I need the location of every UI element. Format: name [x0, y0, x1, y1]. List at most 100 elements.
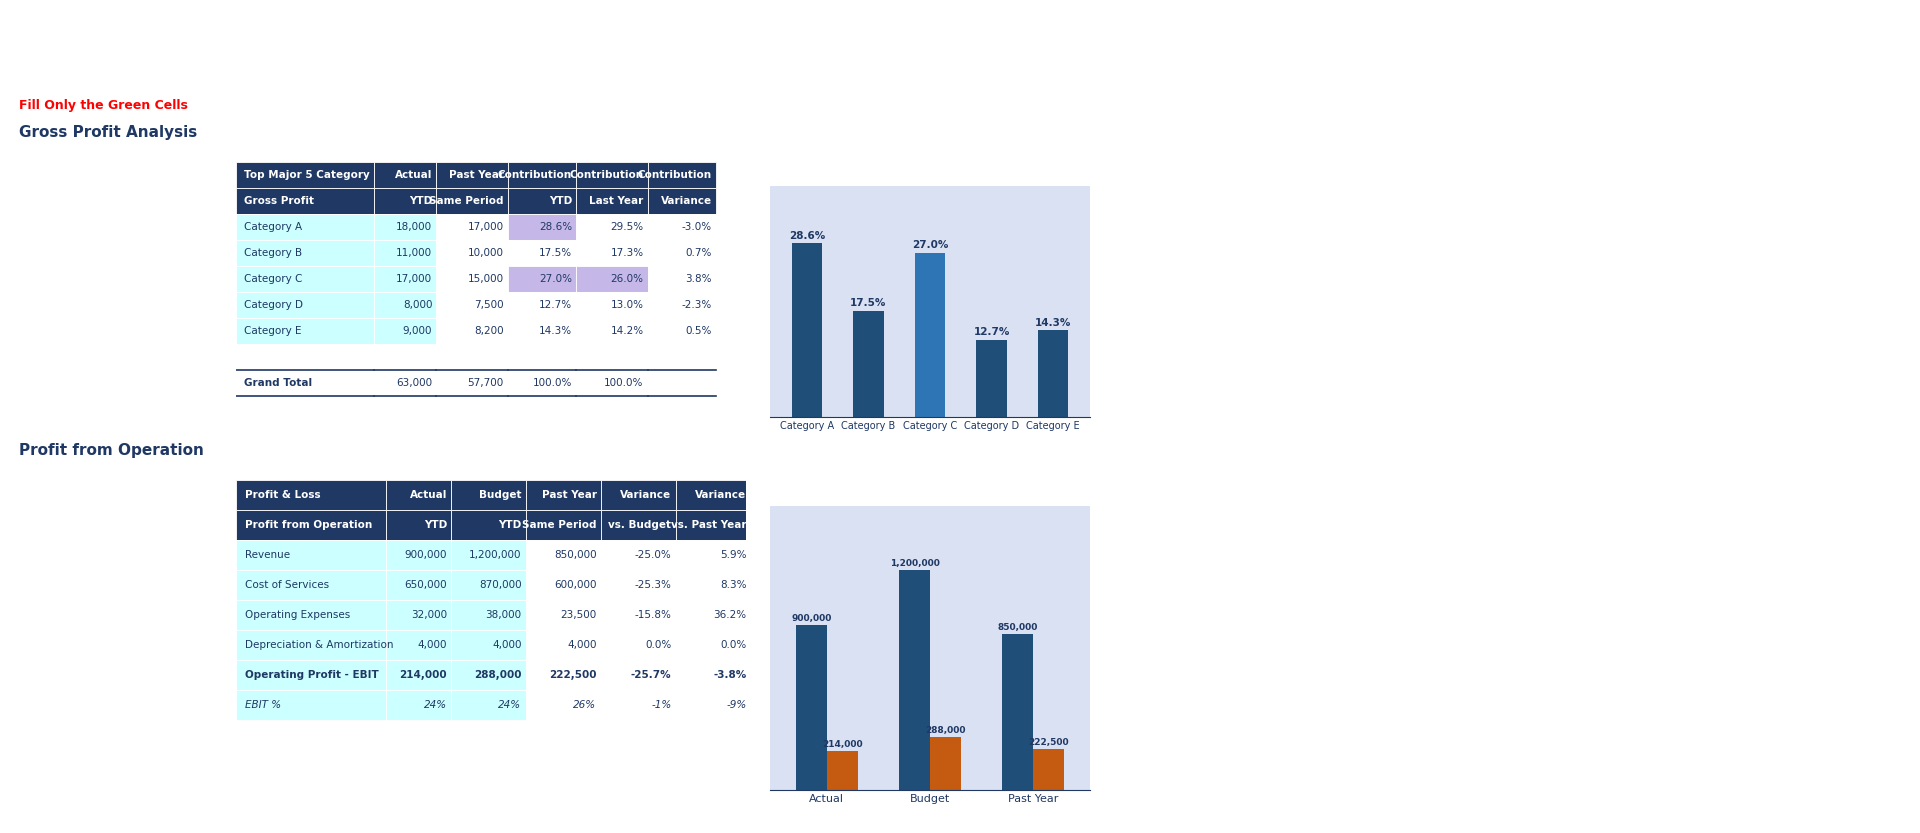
Text: 8,000: 8,000: [403, 300, 432, 310]
Bar: [436, 214, 509, 240]
Text: 0.7%: 0.7%: [685, 248, 712, 258]
Text: 222,500: 222,500: [549, 670, 597, 680]
Text: 24%: 24%: [424, 700, 447, 710]
Text: 850,000: 850,000: [998, 623, 1039, 632]
Text: 3.8%: 3.8%: [685, 274, 712, 284]
Bar: [386, 690, 451, 720]
Text: Last Year: Last Year: [589, 196, 643, 206]
Bar: [576, 266, 649, 292]
Bar: [676, 660, 751, 690]
Bar: [236, 370, 374, 396]
Bar: [576, 240, 649, 266]
Text: Top Major 5 Category: Top Major 5 Category: [244, 170, 371, 180]
Bar: [601, 660, 676, 690]
Text: Past Year: Past Year: [541, 490, 597, 500]
Bar: [676, 510, 751, 540]
Bar: [795, 625, 828, 790]
Bar: [509, 188, 576, 214]
Bar: [649, 240, 716, 266]
Bar: [929, 737, 962, 790]
Bar: [649, 318, 716, 344]
Text: 8.3%: 8.3%: [720, 580, 747, 590]
Bar: [451, 660, 526, 690]
Bar: [236, 690, 386, 720]
Bar: [509, 318, 576, 344]
Bar: [374, 188, 436, 214]
Bar: [1002, 634, 1033, 790]
Bar: [649, 370, 716, 396]
Bar: [374, 266, 436, 292]
Bar: [676, 690, 751, 720]
Bar: [236, 214, 374, 240]
Text: Category D: Category D: [244, 300, 303, 310]
Text: 14.3%: 14.3%: [540, 326, 572, 336]
Text: 57,700: 57,700: [467, 378, 503, 388]
Bar: [236, 600, 386, 630]
Text: 7,500: 7,500: [474, 300, 503, 310]
Text: 4,000: 4,000: [419, 640, 447, 650]
Text: 4,000: 4,000: [492, 640, 522, 650]
Text: 28.6%: 28.6%: [540, 222, 572, 232]
Bar: [386, 570, 451, 600]
Text: 8,200: 8,200: [474, 326, 503, 336]
Text: 26%: 26%: [574, 700, 597, 710]
Bar: [601, 510, 676, 540]
Text: 27.0%: 27.0%: [540, 274, 572, 284]
Bar: [386, 660, 451, 690]
Text: 11,000: 11,000: [396, 248, 432, 258]
Bar: [649, 344, 716, 370]
Text: 27.0%: 27.0%: [912, 241, 948, 251]
Text: 214,000: 214,000: [399, 670, 447, 680]
Bar: [576, 344, 649, 370]
Bar: [374, 240, 436, 266]
Bar: [601, 570, 676, 600]
Bar: [436, 188, 509, 214]
Text: YTD: YTD: [549, 196, 572, 206]
Bar: [451, 630, 526, 660]
Bar: [236, 660, 386, 690]
Bar: [649, 266, 716, 292]
Bar: [374, 292, 436, 318]
Text: -15.8%: -15.8%: [636, 610, 672, 620]
Bar: [386, 510, 451, 540]
Text: Executive Summary: Executive Summary: [77, 16, 309, 36]
Bar: [1037, 330, 1068, 417]
Bar: [236, 630, 386, 660]
Text: 288,000: 288,000: [474, 670, 522, 680]
Text: 17,000: 17,000: [396, 274, 432, 284]
Bar: [386, 540, 451, 570]
Bar: [436, 370, 509, 396]
Text: 9,000: 9,000: [403, 326, 432, 336]
Text: 10,000: 10,000: [468, 248, 503, 258]
Text: 38,000: 38,000: [486, 610, 522, 620]
Text: 1,200,000: 1,200,000: [889, 559, 939, 568]
Text: 0.0%: 0.0%: [645, 640, 672, 650]
Bar: [236, 344, 374, 370]
Text: Operating Profit - EBIT: Operating Profit - EBIT: [246, 670, 378, 680]
Bar: [649, 292, 716, 318]
Bar: [451, 570, 526, 600]
Bar: [975, 340, 1006, 417]
Text: 23,500: 23,500: [561, 610, 597, 620]
Bar: [526, 570, 601, 600]
Bar: [374, 214, 436, 240]
Bar: [576, 188, 649, 214]
Bar: [676, 630, 751, 660]
Text: 18,000: 18,000: [396, 222, 432, 232]
Text: Same Period: Same Period: [430, 196, 503, 206]
Text: 4,000: 4,000: [566, 640, 597, 650]
Text: Category E: Category E: [244, 326, 301, 336]
Text: Actual: Actual: [396, 170, 432, 180]
Text: Same Period: Same Period: [522, 520, 597, 530]
Text: Depreciation & Amortization: Depreciation & Amortization: [246, 640, 394, 650]
Bar: [601, 540, 676, 570]
Bar: [509, 266, 576, 292]
Text: YTD: YTD: [409, 196, 432, 206]
Bar: [451, 600, 526, 630]
Text: Gross Profit YTD Contribution(% from Total Profit) by Category: Gross Profit YTD Contribution(% from Tot…: [756, 169, 1104, 179]
Bar: [649, 214, 716, 240]
Bar: [526, 630, 601, 660]
Bar: [576, 214, 649, 240]
Text: Variance: Variance: [660, 196, 712, 206]
Bar: [526, 660, 601, 690]
